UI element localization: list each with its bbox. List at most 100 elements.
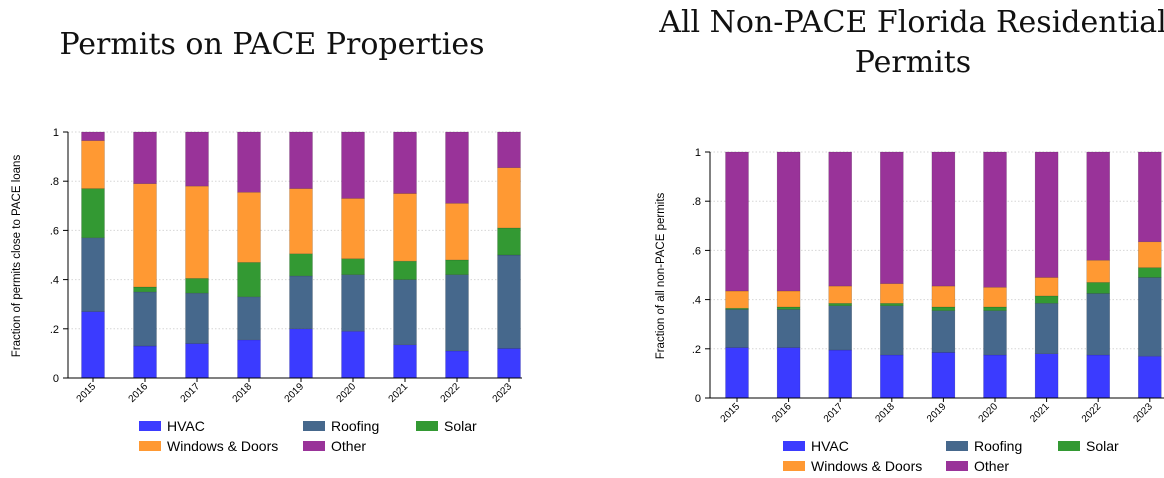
bar-roofing-2017 [185,292,209,344]
bar-other-2017 [185,131,209,187]
bar-roofing-2021 [1034,303,1059,354]
bar-other-2022 [445,131,469,204]
legend-label: Windows & Doors [167,438,278,454]
bar-windows-doors-2017 [828,285,852,304]
bar-solar-2017 [828,303,852,307]
bar-other-2020 [341,131,365,199]
bar-windows-doors-2023 [497,167,521,229]
x-tick-label: 2015 [719,401,743,425]
bar-hvac-2021 [393,344,417,379]
bar-solar-2023 [1138,267,1162,278]
y-axis-label: Fraction of permits close to PACE loans [11,155,23,358]
x-tick-label: 2019 [283,381,307,405]
bar-solar-2016 [776,306,801,310]
y-tick-label: .4 [692,295,701,307]
legend-label: HVAC [811,438,849,454]
bar-windows-doors-2016 [133,183,157,288]
bar-hvac-2017 [828,349,852,399]
bar-windows-doors-2017 [185,185,209,279]
y-tick-label: .6 [692,245,701,257]
bar-roofing-2019 [931,310,956,353]
bar-other-2021 [393,131,417,194]
chart-title: Permits on PACE Properties [59,27,484,62]
legend-label: Solar [444,418,477,434]
bar-windows-doors-2023 [1138,241,1162,268]
bar-windows-doors-2018 [237,192,261,263]
bar-other-2023 [1138,151,1162,243]
x-tick-label: 2018 [873,401,897,425]
y-tick-label: 1 [53,127,59,139]
bar-roofing-2022 [445,274,469,352]
bar-windows-doors-2019 [931,285,956,308]
bar-windows-doors-2022 [1086,259,1110,283]
legend-swatch-roofing [946,441,968,451]
legend-label: Roofing [331,418,379,434]
bar-solar-2021 [393,260,417,280]
bar-hvac-2015 [81,311,105,379]
x-tick-label: 2022 [439,381,463,405]
bar-roofing-2020 [341,274,365,332]
bar-windows-doors-2021 [1034,277,1059,297]
bar-roofing-2017 [828,305,852,351]
bar-other-2016 [133,131,157,184]
bar-roofing-2018 [237,296,261,341]
bar-windows-doors-2019 [289,188,313,255]
legend-label: HVAC [167,418,205,434]
bar-hvac-2018 [237,339,261,379]
legend-label: Other [974,458,1009,474]
bar-other-2019 [289,131,313,189]
bar-hvac-2020 [341,331,365,379]
x-tick-label: 2017 [179,381,203,405]
bar-roofing-2016 [133,291,157,347]
bar-windows-doors-2016 [776,290,801,308]
bar-solar-2018 [237,262,261,298]
bar-hvac-2019 [289,328,313,379]
x-tick-label: 2017 [822,401,846,425]
chart-title-line-2: Permits [855,45,971,80]
bar-hvac-2020 [983,354,1007,399]
legend-swatch-solar [416,421,438,431]
x-tick-label: 2020 [335,381,359,405]
chart-right: All Non-PACE Florida Residential Permits… [655,5,1164,474]
legend-swatch-other [303,441,325,451]
bar-other-2022 [1086,151,1110,261]
bar-solar-2019 [289,253,313,277]
bar-solar-2023 [497,227,521,256]
bar-other-2015 [725,151,749,292]
legend-label: Windows & Doors [811,458,922,474]
x-tick-label: 2023 [491,381,515,405]
bar-roofing-2023 [497,254,521,349]
legend-swatch-solar [1058,441,1080,451]
bar-solar-2018 [880,303,904,307]
plot-area: 0 .2 .4 .6 .8 1 2015 2016 2017 2018 2019 2020 2021 20… [50,127,522,405]
x-tick-label: 2015 [75,381,99,405]
bar-roofing-2020 [983,310,1007,356]
plot-area: 0 .2 .4 .6 .8 1 2015 2016 2017 2018 2019 2020 2021 20… [692,147,1164,425]
bar-roofing-2019 [289,275,313,330]
chart-title-line-1: All Non-PACE Florida Residential [658,5,1164,40]
x-tick-label: 2018 [231,381,255,405]
bar-solar-2016 [133,286,157,293]
y-tick-label: 0 [53,373,59,385]
legend-swatch-hvac [139,421,161,431]
bar-hvac-2019 [931,352,956,399]
bar-hvac-2017 [185,343,209,379]
x-tick-label: 2019 [925,401,949,425]
x-tick-label: 2016 [770,401,794,425]
x-tick-label: 2023 [1131,401,1155,425]
x-tick-label: 2020 [977,401,1001,425]
bar-windows-doors-2020 [983,287,1007,308]
bar-hvac-2015 [725,347,749,399]
x-tick-label: 2021 [387,381,411,405]
bar-windows-doors-2015 [725,290,749,309]
y-tick-label: .2 [50,324,59,336]
bar-windows-doors-2021 [393,193,417,262]
y-tick-label: .8 [692,196,701,208]
bar-windows-doors-2020 [341,198,365,259]
bar-other-2016 [776,151,801,292]
bar-roofing-2015 [81,237,105,312]
x-tick-label: 2016 [127,381,151,405]
y-tick-label: .4 [50,275,59,287]
bar-other-2017 [828,151,852,287]
